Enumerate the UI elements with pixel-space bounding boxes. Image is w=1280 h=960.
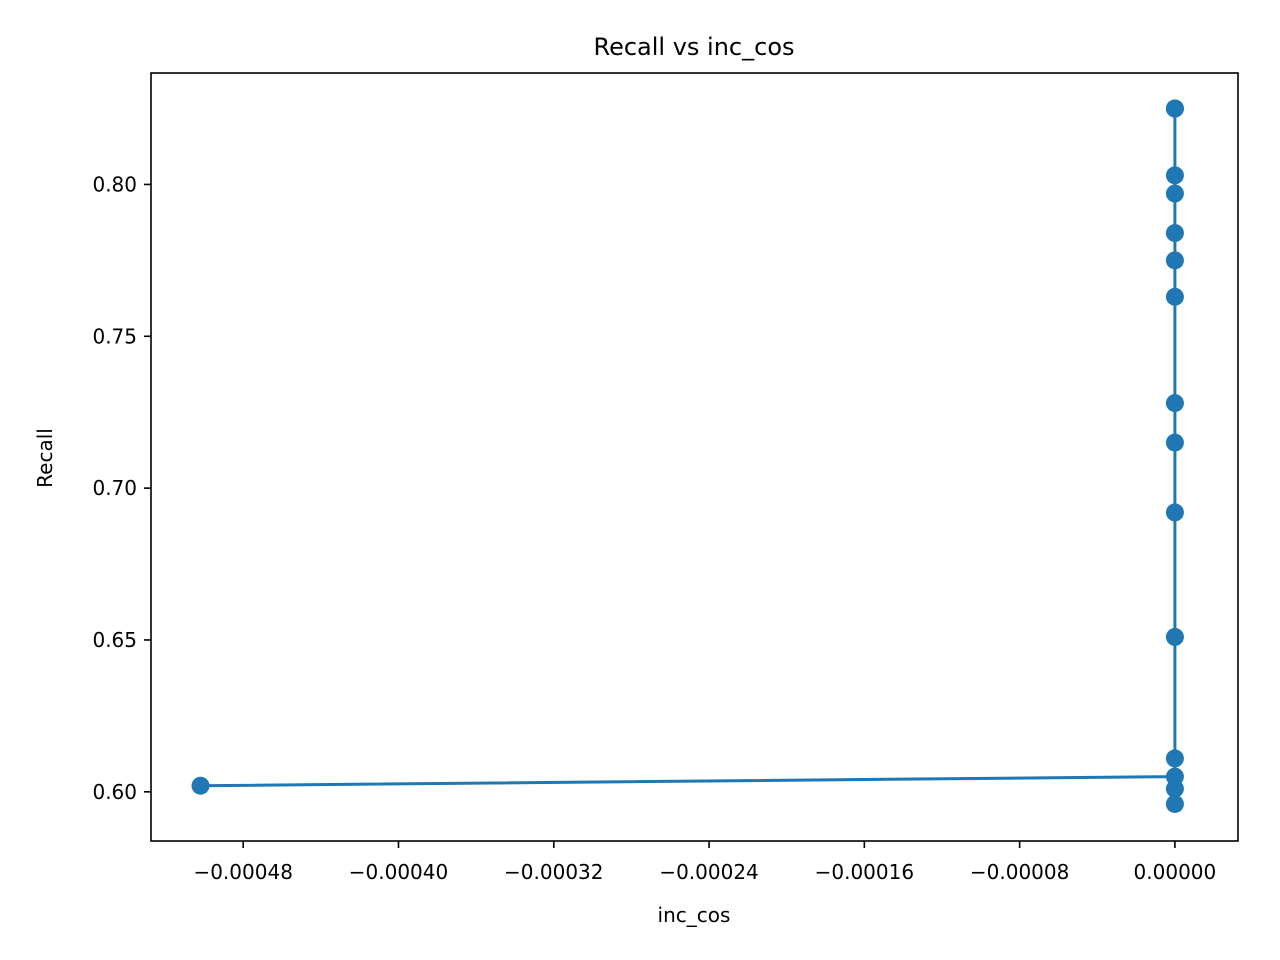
data-point	[1165, 627, 1184, 646]
x-tick-label: −0.00008	[970, 860, 1069, 884]
data-point	[1165, 779, 1184, 798]
data-point	[1165, 99, 1184, 118]
y-tick-label: 0.80	[92, 172, 137, 196]
y-tick-label: 0.75	[92, 324, 137, 348]
data-point	[1165, 503, 1184, 522]
x-tick-label: −0.00016	[815, 860, 914, 884]
data-point	[191, 776, 210, 795]
y-axis: 0.60 0.65 0.70 0.75 0.80	[92, 172, 151, 804]
plot-frame	[150, 72, 1239, 842]
x-tick-label: 0.00000	[1134, 860, 1217, 884]
x-axis: −0.00048 −0.00040 −0.00032 −0.00024 −0.00016…	[193, 841, 1216, 884]
y-tick-label: 0.70	[92, 476, 137, 500]
plot-area	[191, 99, 1184, 813]
y-tick-label: 0.65	[92, 628, 137, 652]
data-point	[1165, 749, 1184, 768]
x-tick-label: −0.00032	[504, 860, 603, 884]
data-point	[1165, 251, 1184, 270]
data-point	[1165, 394, 1184, 413]
y-tick-label: 0.60	[92, 780, 137, 804]
x-tick-label: −0.00024	[659, 860, 758, 884]
data-point	[1165, 794, 1184, 813]
data-point	[1165, 287, 1184, 306]
x-axis-label: inc_cos	[658, 903, 731, 927]
x-tick-label: −0.00040	[349, 860, 448, 884]
y-axis-label: Recall	[33, 428, 57, 488]
data-point	[1165, 433, 1184, 452]
x-tick-label: −0.00048	[193, 860, 292, 884]
data-point	[1165, 166, 1184, 185]
data-point	[1165, 184, 1184, 203]
chart-title: Recall vs inc_cos	[593, 33, 794, 61]
data-point	[1165, 224, 1184, 243]
